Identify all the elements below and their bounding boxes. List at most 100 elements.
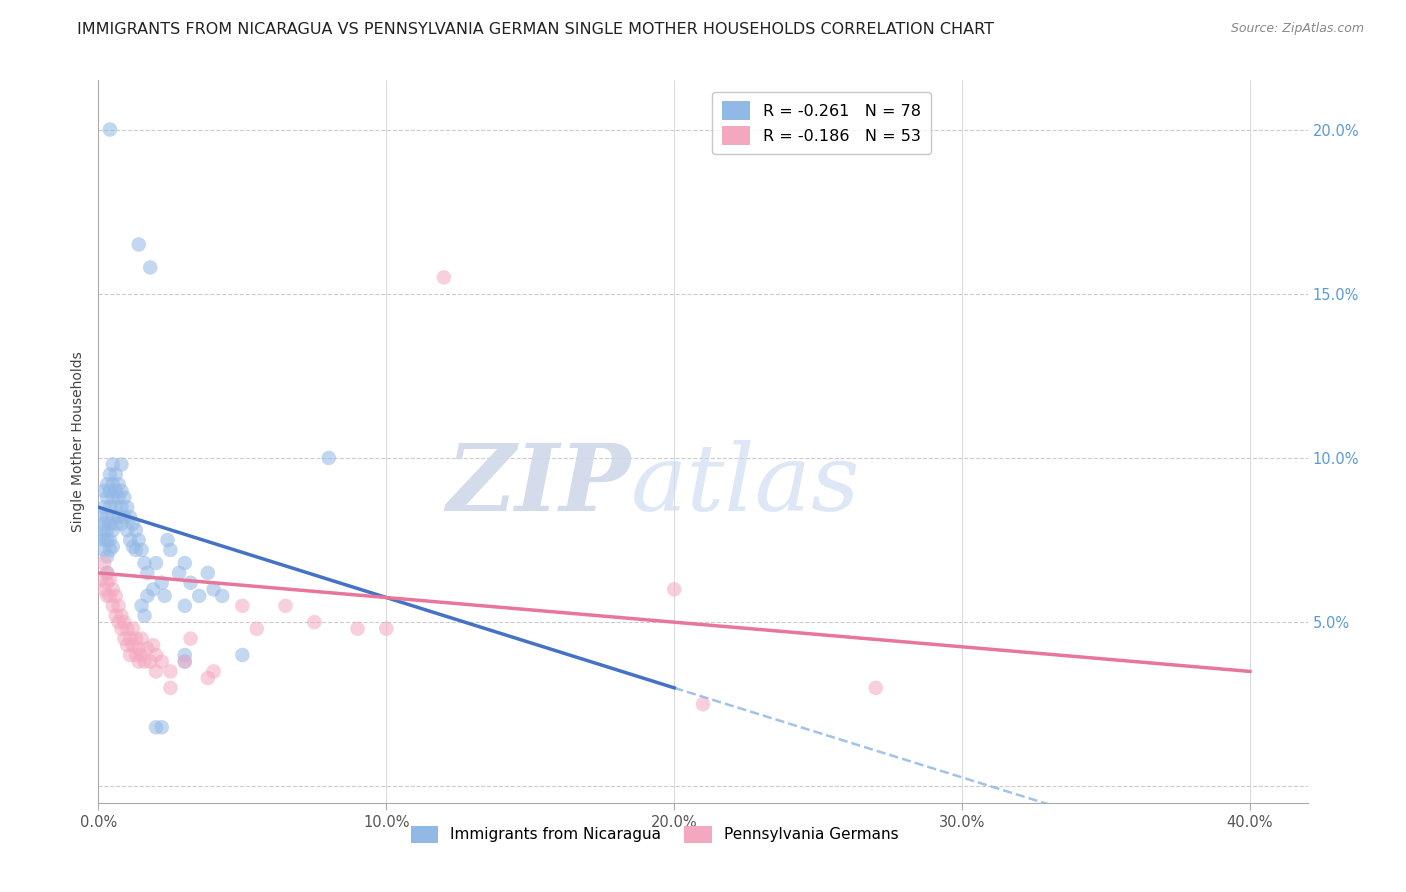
Point: [101, 510, 124, 524]
Point: [122, 622, 145, 636]
Point: [98, 589, 121, 603]
Point: [107, 615, 129, 630]
Point: [104, 500, 127, 515]
Point: [125, 542, 148, 557]
Point: [98, 122, 121, 136]
Point: [159, 542, 181, 557]
Point: [90, 510, 112, 524]
Point: [173, 599, 195, 613]
Point: [159, 681, 181, 695]
Point: [274, 599, 297, 613]
Point: [131, 542, 153, 557]
Point: [101, 491, 124, 505]
Point: [197, 566, 219, 580]
Point: [96, 575, 118, 590]
Legend: Immigrants from Nicaragua, Pennsylvania Germans: Immigrants from Nicaragua, Pennsylvania …: [405, 820, 904, 849]
Point: [93, 500, 115, 515]
Point: [110, 516, 132, 531]
Point: [96, 589, 118, 603]
Point: [115, 523, 138, 537]
Point: [122, 638, 145, 652]
Point: [142, 582, 165, 597]
Point: [128, 533, 150, 547]
Point: [145, 720, 167, 734]
Point: [173, 648, 195, 662]
Point: [136, 566, 159, 580]
Point: [145, 556, 167, 570]
Point: [231, 648, 253, 662]
Point: [134, 655, 156, 669]
Point: [202, 582, 225, 597]
Point: [246, 622, 269, 636]
Point: [145, 648, 167, 662]
Point: [173, 655, 195, 669]
Point: [173, 556, 195, 570]
Point: [125, 648, 148, 662]
Point: [98, 516, 121, 531]
Point: [664, 582, 686, 597]
Point: [115, 500, 138, 515]
Point: [180, 575, 202, 590]
Point: [122, 516, 145, 531]
Point: [120, 510, 142, 524]
Point: [128, 237, 150, 252]
Point: [120, 533, 142, 547]
Point: [156, 533, 179, 547]
Point: [159, 665, 181, 679]
Point: [98, 500, 121, 515]
Point: [90, 573, 112, 587]
Point: [180, 632, 202, 646]
Point: [104, 483, 127, 498]
Point: [110, 622, 132, 636]
Point: [98, 533, 121, 547]
Point: [96, 491, 118, 505]
Point: [93, 483, 115, 498]
Point: [150, 655, 173, 669]
Point: [433, 270, 456, 285]
Point: [110, 458, 132, 472]
Point: [101, 599, 124, 613]
Text: Source: ZipAtlas.com: Source: ZipAtlas.com: [1230, 22, 1364, 36]
Point: [145, 665, 167, 679]
Point: [188, 589, 211, 603]
Text: IMMIGRANTS FROM NICARAGUA VS PENNSYLVANIA GERMAN SINGLE MOTHER HOUSEHOLDS CORREL: IMMIGRANTS FROM NICARAGUA VS PENNSYLVANI…: [77, 22, 994, 37]
Point: [104, 516, 127, 531]
Point: [115, 622, 138, 636]
Point: [96, 477, 118, 491]
Point: [93, 582, 115, 597]
Point: [104, 467, 127, 482]
Point: [96, 510, 118, 524]
Point: [93, 533, 115, 547]
Point: [211, 589, 233, 603]
Point: [112, 510, 135, 524]
Point: [112, 632, 135, 646]
Point: [115, 638, 138, 652]
Point: [101, 477, 124, 491]
Point: [318, 450, 340, 465]
Point: [197, 671, 219, 685]
Point: [173, 655, 195, 669]
Point: [128, 641, 150, 656]
Point: [136, 641, 159, 656]
Point: [101, 582, 124, 597]
Point: [120, 632, 142, 646]
Point: [167, 566, 190, 580]
Point: [125, 523, 148, 537]
Point: [98, 467, 121, 482]
Point: [107, 510, 129, 524]
Point: [93, 516, 115, 531]
Point: [101, 540, 124, 554]
Point: [104, 608, 127, 623]
Point: [346, 622, 368, 636]
Point: [131, 632, 153, 646]
Point: [692, 698, 714, 712]
Point: [136, 589, 159, 603]
Point: [231, 599, 253, 613]
Point: [112, 491, 135, 505]
Point: [110, 500, 132, 515]
Point: [139, 655, 162, 669]
Point: [110, 608, 132, 623]
Point: [122, 540, 145, 554]
Point: [96, 549, 118, 564]
Point: [125, 632, 148, 646]
